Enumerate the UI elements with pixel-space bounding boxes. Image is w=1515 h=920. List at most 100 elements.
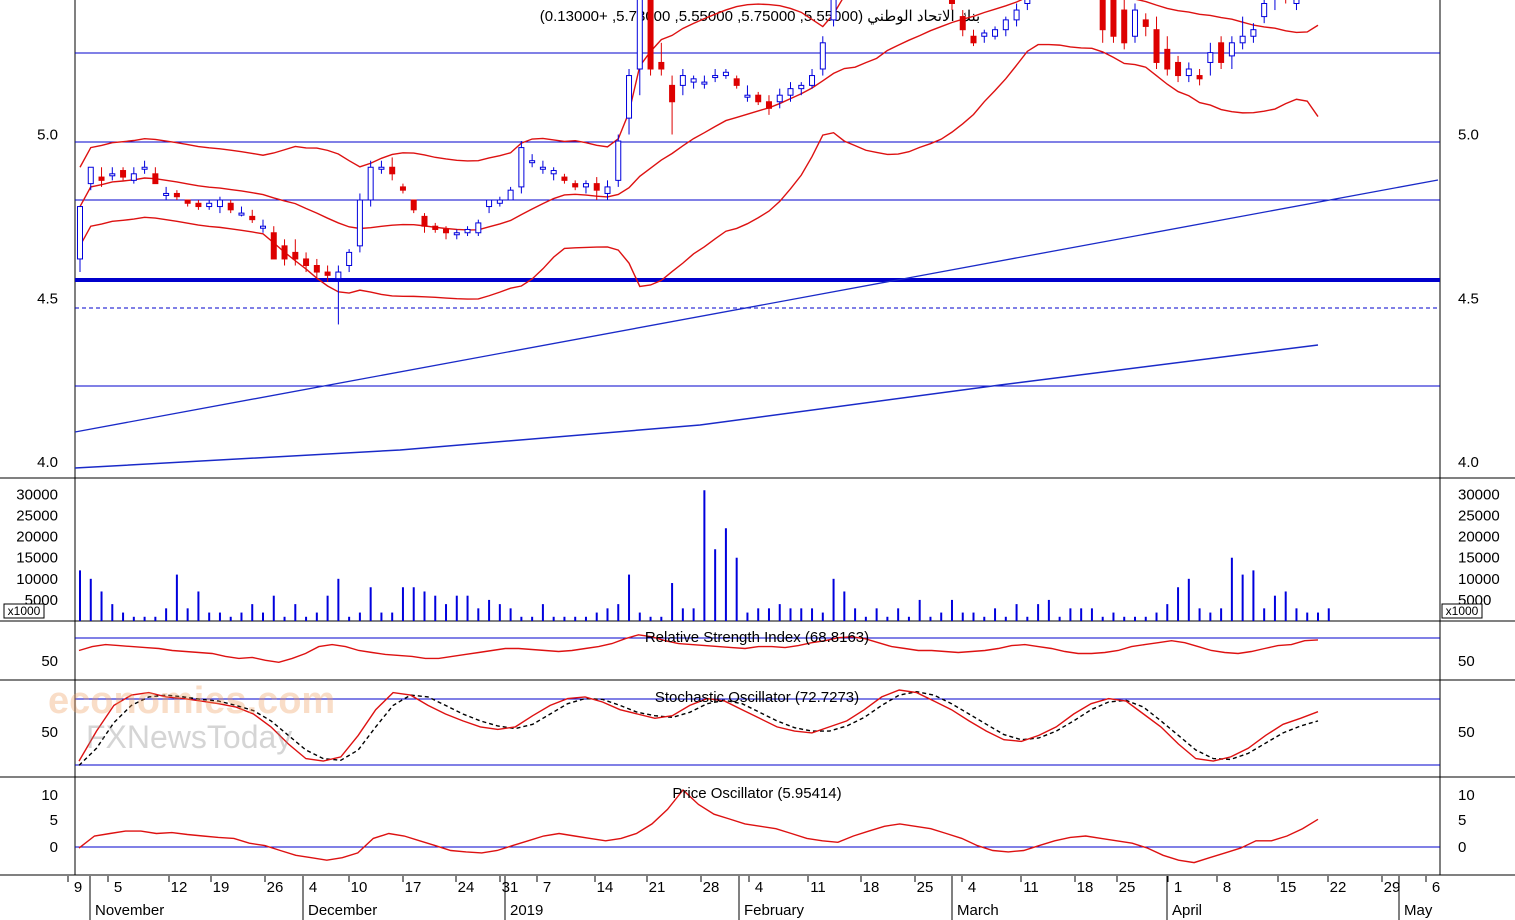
candle-body	[518, 147, 525, 188]
candle-body	[227, 202, 234, 211]
candle-body	[1142, 19, 1149, 27]
volume-multiplier-left: x1000	[3, 603, 45, 619]
x-day-label: 18	[863, 879, 880, 896]
candle-body	[303, 258, 310, 267]
y-tick-label-right: 5	[1458, 812, 1466, 829]
candle-body	[830, 0, 837, 21]
x-month-label: March	[957, 902, 999, 919]
x-day-label: 24	[458, 879, 475, 896]
candle-body	[141, 166, 148, 170]
candle-body	[733, 78, 740, 86]
x-day-label: 4	[309, 879, 317, 896]
rsi-panel	[75, 634, 1440, 664]
candle-body	[744, 94, 751, 98]
candle-body	[1121, 9, 1128, 44]
candle-body	[765, 101, 772, 109]
candle-body	[464, 228, 471, 234]
candle-body	[173, 192, 180, 198]
x-day-label: 15	[1280, 879, 1297, 896]
candle-body	[787, 88, 794, 96]
svg-text:economies.com: economies.com	[48, 680, 335, 722]
candle-body	[120, 170, 127, 178]
candle-body	[1185, 68, 1192, 77]
candle-body	[98, 176, 105, 181]
candle-body	[206, 202, 213, 208]
x-day-label: 9	[74, 879, 82, 896]
y-tick-label-left: 15000	[16, 550, 58, 567]
x-day-label: 11	[1023, 879, 1039, 896]
y-tick-label-left: 5	[50, 812, 58, 829]
x-day-label: 5	[114, 879, 122, 896]
candle-body	[77, 206, 83, 260]
x-day-label: 4	[968, 879, 976, 896]
x-month-label: December	[308, 902, 377, 919]
x-day-label: 25	[917, 879, 934, 896]
candle-body	[1239, 35, 1246, 44]
candle-body	[1099, 0, 1106, 31]
stochastic-panel	[75, 689, 1440, 766]
candle-body	[249, 215, 256, 221]
long-moving-average-line	[74, 344, 1319, 469]
candle-body	[496, 199, 503, 204]
candle-body	[432, 225, 439, 230]
price-oscillator-panel	[75, 788, 1440, 864]
price-oscillator-title: Price Oscillator (5.95414)	[672, 785, 841, 802]
candle-body	[1228, 42, 1235, 57]
candle-body	[346, 251, 353, 266]
rsi-line	[78, 634, 1319, 664]
candle-body	[163, 192, 170, 196]
candle-body	[561, 176, 568, 181]
candle-body	[992, 29, 999, 37]
x-day-label: 18	[1077, 879, 1094, 896]
candle-body	[722, 71, 729, 77]
y-tick-label-right: 20000	[1458, 529, 1500, 546]
candle-body	[529, 160, 536, 164]
volume-multiplier-right: x1000	[1441, 603, 1483, 619]
candle-body	[152, 173, 159, 185]
bollinger-upper-band	[79, 0, 843, 168]
candle-body	[809, 75, 816, 86]
candle-body	[1218, 42, 1225, 63]
x-day-label: 8	[1223, 879, 1231, 896]
candle-body	[1164, 48, 1171, 70]
y-tick-label-left: 4.5	[37, 290, 58, 307]
y-tick-label-right: 50	[1458, 724, 1475, 741]
candle-body	[981, 32, 988, 37]
candle-body	[647, 0, 654, 70]
candle-body	[776, 94, 783, 103]
x-day-label: 11	[810, 879, 826, 896]
candle-body	[453, 232, 460, 236]
y-tick-label-right: 25000	[1458, 508, 1500, 525]
candle-body	[1110, 0, 1117, 37]
x-month-label: November	[95, 902, 164, 919]
x-day-label: 22	[1330, 879, 1347, 896]
y-tick-label-right: 0	[1458, 839, 1466, 856]
y-tick-label-left: 20000	[16, 529, 58, 546]
candle-body	[109, 173, 116, 177]
candle-body	[1013, 9, 1020, 21]
candle-body	[367, 166, 374, 201]
y-tick-label-left: 50	[41, 653, 58, 670]
candle-body	[130, 173, 137, 181]
x-day-label: 6	[1432, 879, 1440, 896]
candle-body	[1024, 0, 1031, 4]
candle-body	[1207, 52, 1214, 63]
candle-body	[658, 61, 665, 70]
watermark: economies.com FXNewsToday	[48, 680, 335, 755]
x-day-label: 26	[267, 879, 284, 896]
candle-body	[475, 222, 482, 234]
y-tick-label-right: 50	[1458, 653, 1475, 670]
x-day-label: 1	[1174, 879, 1182, 896]
x-day-label: 7	[543, 879, 551, 896]
candle-body	[324, 271, 331, 276]
candle-body	[798, 84, 805, 90]
y-tick-label-left: 5.0	[37, 127, 58, 144]
candle-body	[335, 271, 342, 280]
x-month-label: 2019	[510, 902, 543, 919]
y-tick-label-left: 4.0	[37, 454, 58, 471]
y-tick-label-right: 10	[1458, 787, 1475, 804]
y-tick-label-left: 25000	[16, 508, 58, 525]
y-axis-labels: 4.04.04.54.55.05.05.55.56.06.06.56.55000…	[16, 127, 1500, 857]
candle-body	[615, 140, 622, 181]
bollinger-middle-band	[79, 0, 1319, 231]
